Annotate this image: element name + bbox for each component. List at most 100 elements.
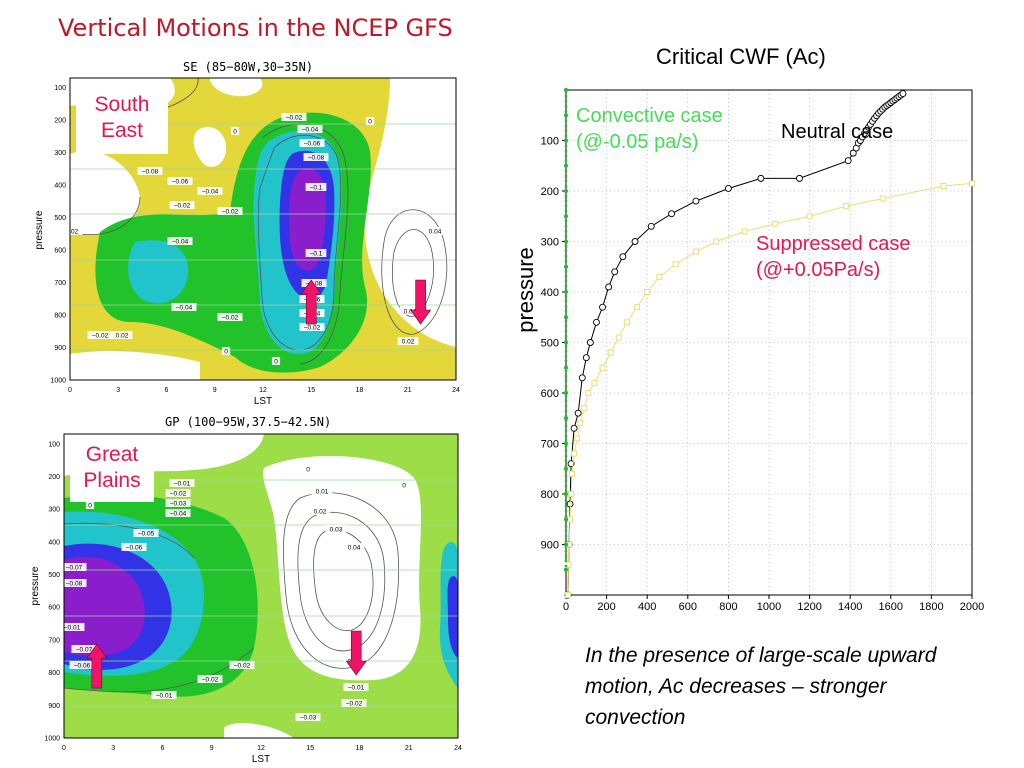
se-arrow-down [410,279,432,325]
suppressed-case-point [571,450,578,457]
gp-x-axis-label: LST [252,754,270,765]
cwf-y-tick-label: 400 [541,287,559,299]
gp-contour-label: 0.03 [330,527,343,534]
se-x-tick-label: 12 [259,387,267,394]
cwf-y-tick-label: 700 [541,439,559,451]
convective-case-point [563,416,569,421]
gp-contour-label-bg [121,543,147,551]
cwf-y-tick-label: 800 [541,489,559,501]
gp-y-tick-label: 800 [48,670,60,677]
cwf-x-tick-label: 2000 [960,601,984,613]
cwf-y-tick-label: 200 [541,186,559,198]
se-x-tick-label: 21 [404,387,412,394]
gp-contour-label: 0 [88,503,92,510]
se-y-tick-label: 200 [54,118,66,125]
gp-contour-label-bg [69,661,95,669]
se-contour-label-bg [297,125,323,133]
se-contour-label-bg [301,279,327,287]
convective-case-point [563,542,569,547]
gp-contour-label-bg [197,675,223,683]
cwf-x-tick-label: 1200 [797,601,821,613]
gp-white-right [263,455,422,681]
se-contour-label-bg [424,227,446,235]
gp-x-tick-label: 6 [161,745,165,752]
gp-contour-label: −0.03 [170,501,187,508]
se-contour-label: −0.04 [302,127,319,134]
neutral-case-point [599,303,606,311]
gp-contour-label-bg [309,507,331,515]
region-label-south-east: South East [76,92,168,154]
neutral-case-point [605,283,613,291]
se-contour-label-bg [137,167,163,175]
se-contour-label: −0.04 [176,305,193,312]
gp-contour-label: −0.07 [76,647,93,654]
gp-contour-label-bg [343,543,365,551]
cwf-x-tick-label: 200 [597,601,615,613]
se-white-mid [193,127,226,167]
neutral-case-point [570,424,578,432]
convective-case-point [563,214,569,219]
gp-contour-label: 0.01 [316,489,329,496]
se-contour-label-bg [399,307,421,315]
gp-contour-label: −0.02 [202,677,219,684]
suppressed-case-point [713,238,720,245]
suppressed-case-point [879,195,886,202]
summary-text: In the presence of large-scale upward mo… [585,644,937,729]
gp-contour-label-bg [151,691,177,699]
neutral-case-point [566,500,574,508]
se-contour-label-bg [271,357,281,365]
cwf-chart-title: Critical CWF (Ac) [656,44,826,69]
gp-y-tick-label: 1000 [44,736,60,743]
se-contour-label-bg [299,323,325,331]
neutral-case-point [668,210,676,218]
gp-contour-label: 0 [306,467,310,474]
gp-contour-label: −0.06 [74,663,91,670]
se-contour-label: 0.02 [116,333,129,340]
suppressed-case-point [634,304,641,311]
gp-contour-label-bg [64,623,85,631]
se-contour-label: −0.06 [172,179,189,186]
gp-contour-label: −0.01 [64,625,81,632]
cwf-y-axis-label: pressure [513,247,538,333]
cwf-y-tick-label: 900 [541,540,559,552]
neutral-case-line [567,93,904,596]
suppressed-case-point [741,228,748,235]
se-contour-label: −0.1 [310,251,323,258]
suppressed-case-point [692,248,699,255]
convective-case-point [563,441,569,446]
cwf-series-layer [563,87,975,599]
gp-y-tick-label: 500 [48,572,60,579]
suppressed-case-point [585,390,592,396]
se-y-tick-label: 300 [54,150,66,157]
gp-contour-label: −0.01 [174,481,191,488]
se-contour-label-bg [281,113,307,121]
cwf-x-ticks: 0 200 400 600 800 1000 1200 1400 1600 1800 2000 [563,595,984,613]
se-contour-label: −0.02 [222,209,239,216]
se-cyan-left [128,240,189,304]
panel-se-title: SE (85−80W,30−35N) [183,60,314,74]
se-contour-label-bg [197,187,223,195]
neutral-case-point [844,157,852,165]
suppressed-case-point [577,420,584,427]
convective-case-point [563,567,569,572]
convective-case-point [563,163,569,168]
cwf-x-tick-label: 1000 [757,601,781,613]
se-y-tick-label: 600 [54,248,66,255]
neutral-case-point [592,318,600,326]
se-contour-label: −0.02 [304,325,321,332]
gp-contour-label: −0.05 [138,531,155,538]
se-x-tick-label: 15 [307,387,315,394]
suppressed-case-point [599,364,606,371]
convective-case-point [563,188,569,194]
gp-y-tick-label: 900 [48,703,60,710]
se-contour-label-bg [70,227,83,235]
gp-contour-label-bg [399,481,409,489]
gp-blue-right [447,576,458,658]
se-y-ticks: 100 200 300 400 500 600 700 800 900 1000 [50,85,66,384]
gp-contour-label: −0.02 [234,663,251,670]
gp-contour-label-bg [64,579,87,587]
se-y-tick-label: 1000 [50,378,66,385]
suppressed-case-point [806,213,813,220]
se-contour-labels: 00000−0.02−0.04−0.06−0.08−0.1−0.1−0.08−0… [70,113,446,366]
se-contour-label: −0.02 [92,333,109,340]
